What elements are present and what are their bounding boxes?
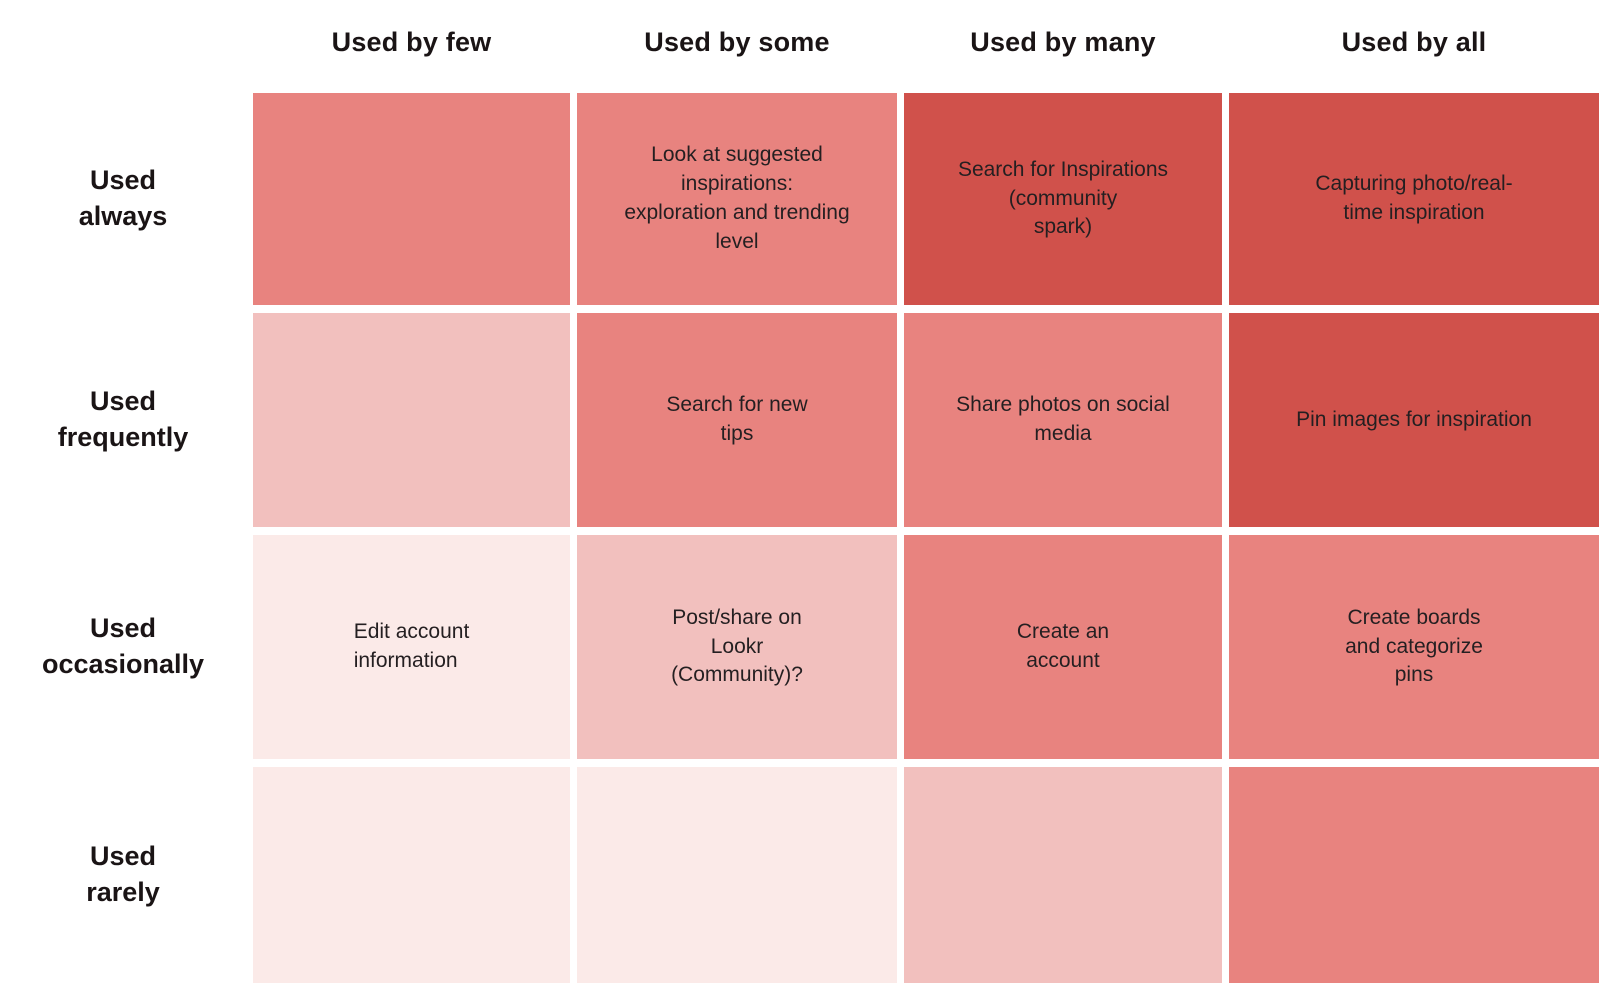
matrix-cell-r3c4: Create boards and categorize pins xyxy=(1229,535,1599,759)
matrix-cell-r3c1: Edit account information xyxy=(253,535,570,759)
column-header-used-by-many: Used by many xyxy=(970,27,1156,57)
matrix-cell-r1c4: Capturing photo/real- time inspiration xyxy=(1229,93,1599,305)
matrix-cell-r2c1 xyxy=(253,313,570,527)
row-header-used-always: Used always xyxy=(78,165,168,231)
cell-text: Pin images for inspiration xyxy=(1296,407,1532,431)
matrix-cell-r1c2: Look at suggested inspirations: explorat… xyxy=(577,93,897,305)
cell-text: Search for Inspirations (community spark… xyxy=(957,157,1169,239)
matrix-cell-r4c2 xyxy=(577,767,897,983)
row-header-used-occasionally: Used occasionally xyxy=(41,613,205,679)
cell-text: Post/share on Lookr (Community)? xyxy=(671,605,803,687)
matrix-cell-r1c1 xyxy=(253,93,570,305)
matrix-grid: Used by few Used by some Used by many Us… xyxy=(0,0,1599,983)
matrix-cell-r3c2: Post/share on Lookr (Community)? xyxy=(577,535,897,759)
cell-text: Create an account xyxy=(1016,620,1110,672)
matrix-corner-spacer xyxy=(0,0,246,85)
cell-text: Search for new tips xyxy=(666,393,808,445)
matrix-cell-r1c3: Search for Inspirations (community spark… xyxy=(904,93,1222,305)
row-header-used-rarely: Used rarely xyxy=(86,841,160,907)
matrix-cell-r4c3 xyxy=(904,767,1222,983)
cell-text: Capturing photo/real- time inspiration xyxy=(1315,172,1513,224)
cell-text: Create boards and categorize pins xyxy=(1345,605,1483,687)
matrix-cell-r2c3: Share photos on social media xyxy=(904,313,1222,527)
column-header-used-by-some: Used by some xyxy=(644,27,830,57)
column-header-used-by-all: Used by all xyxy=(1341,27,1487,57)
cell-text: Edit account information xyxy=(353,620,470,672)
matrix-cell-r4c1 xyxy=(253,767,570,983)
matrix-cell-r3c3: Create an account xyxy=(904,535,1222,759)
cell-text: Look at suggested inspirations: explorat… xyxy=(624,143,850,253)
matrix-cell-r2c4: Pin images for inspiration xyxy=(1229,313,1599,527)
column-header-used-by-few: Used by few xyxy=(331,27,492,57)
row-header-used-frequently: Used frequently xyxy=(57,386,189,452)
matrix-cell-r2c2: Search for new tips xyxy=(577,313,897,527)
cell-text: Share photos on social media xyxy=(956,393,1170,445)
matrix-cell-r4c4 xyxy=(1229,767,1599,983)
